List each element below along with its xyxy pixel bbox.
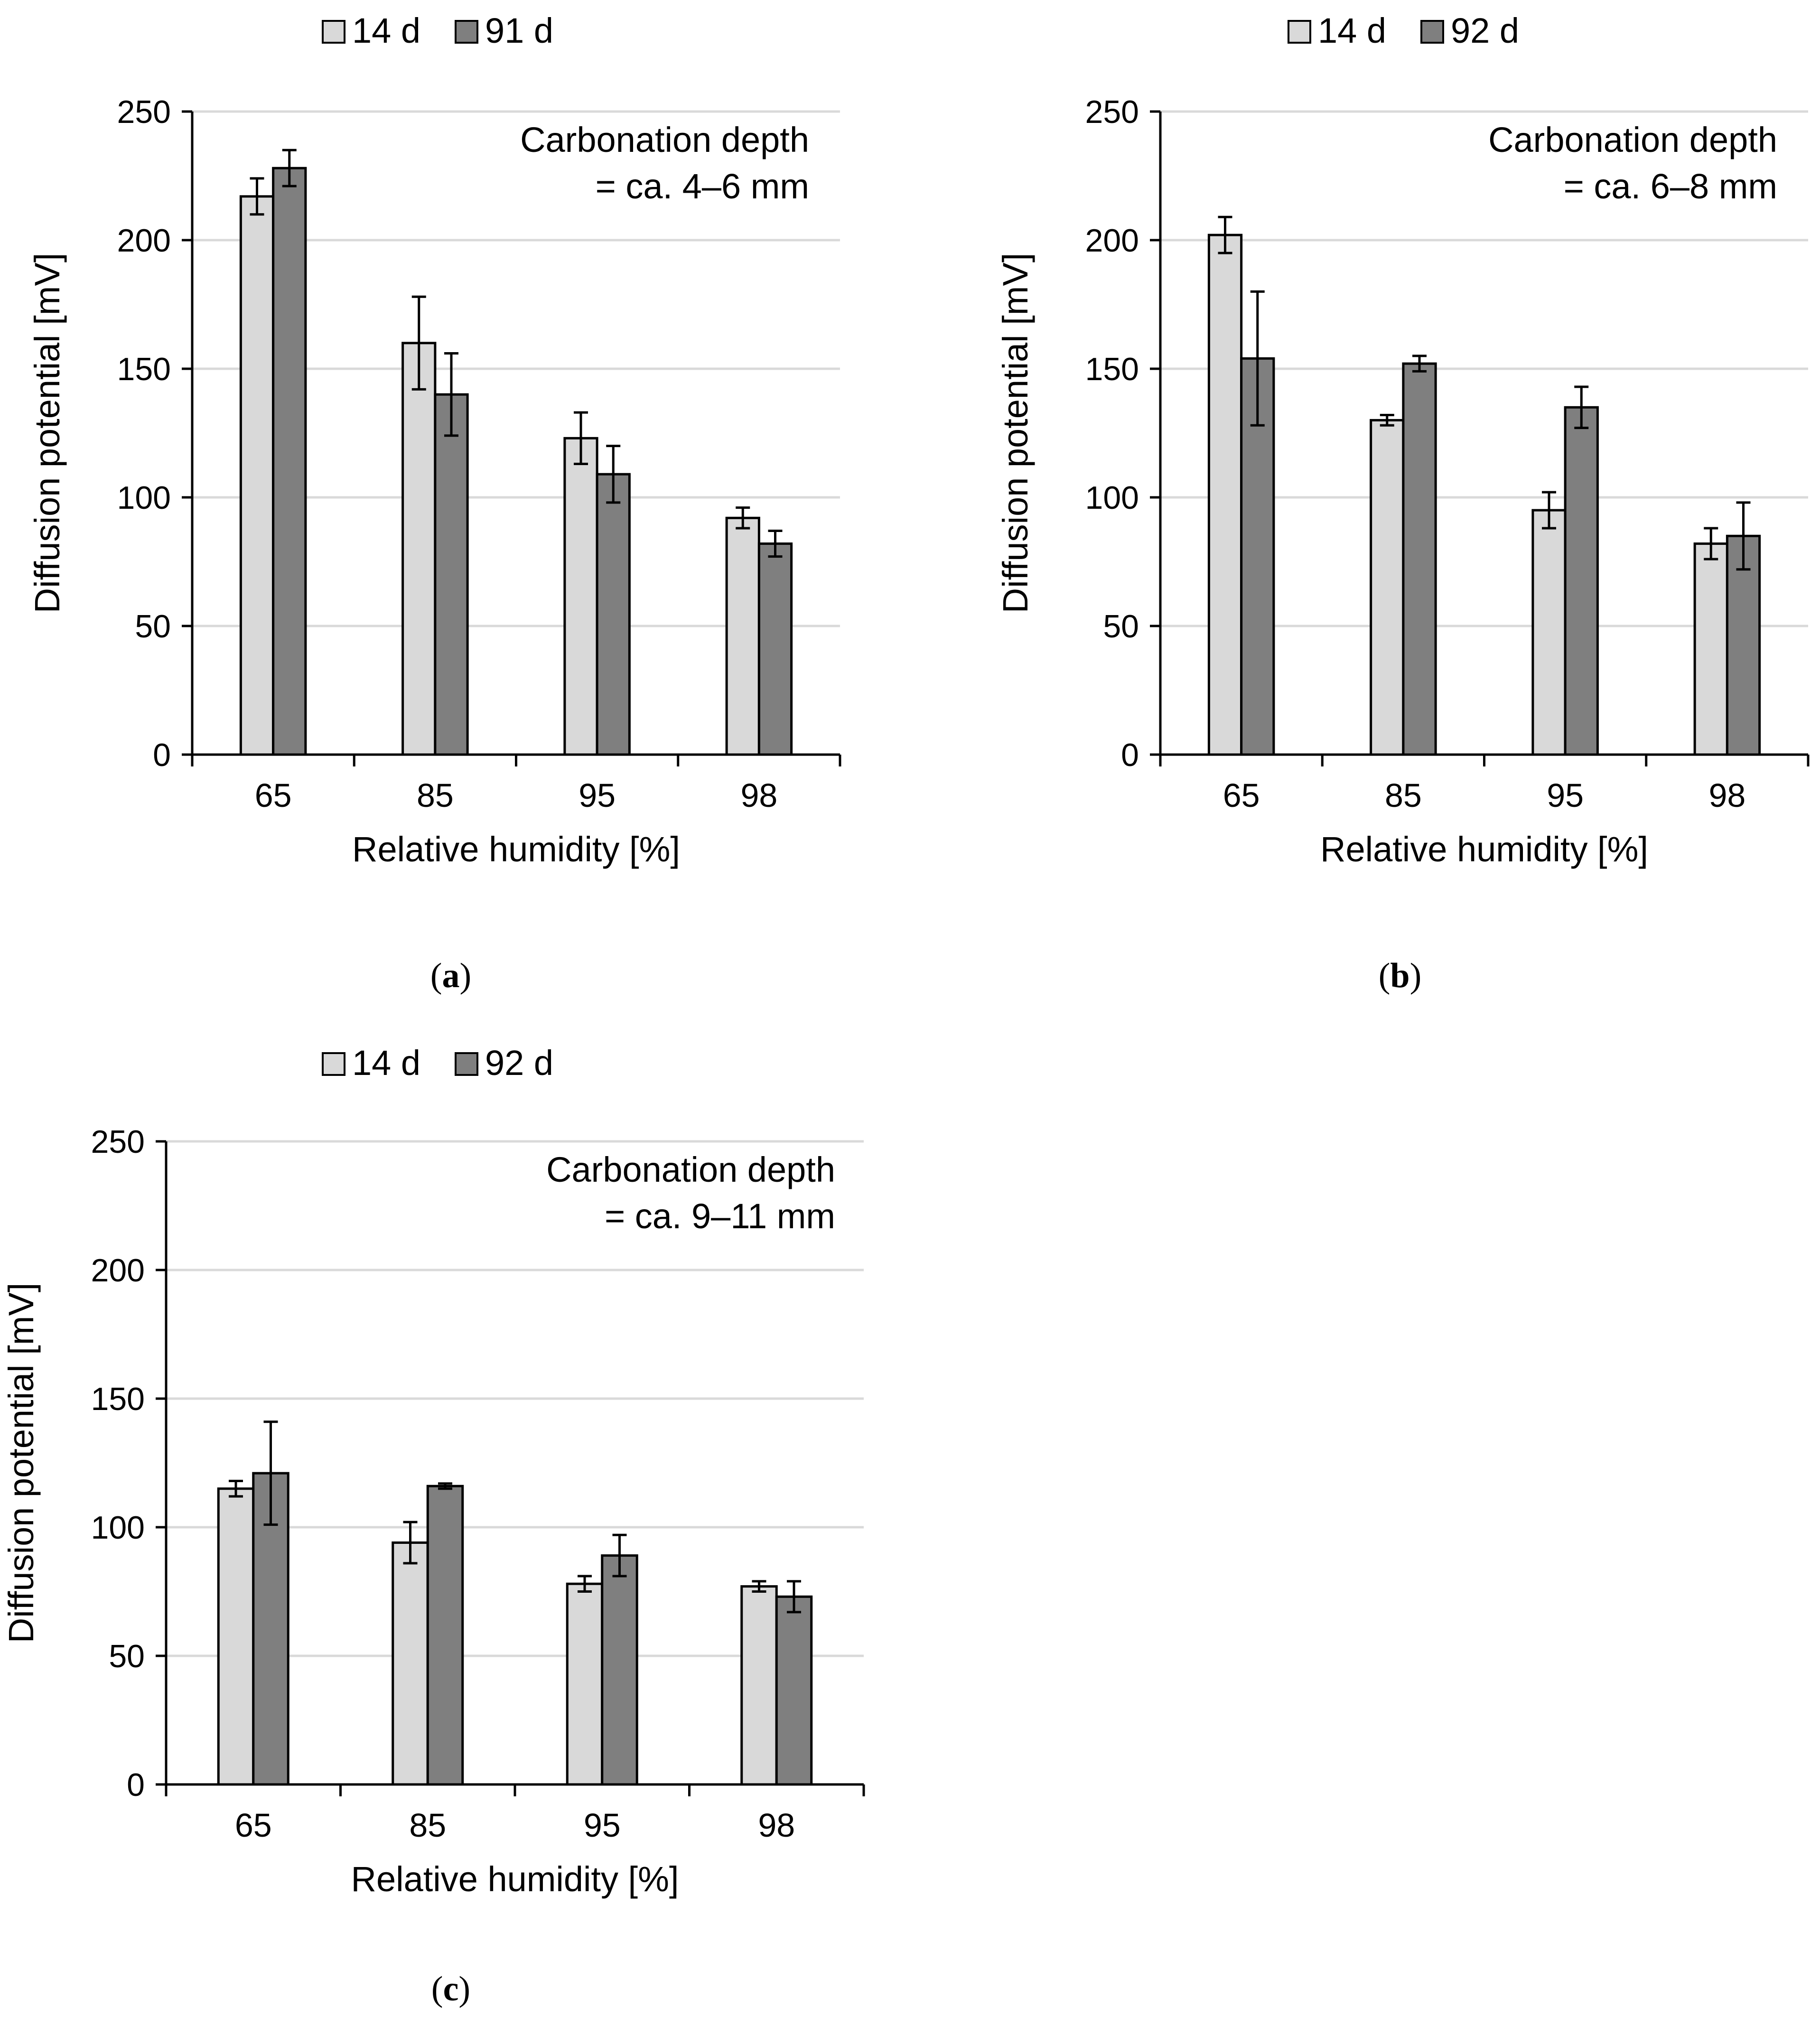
legend-label: 92 d (1451, 11, 1519, 50)
y-tick-label: 150 (91, 1381, 145, 1417)
chart-panel-c: 0 50 100 150 200 250 65 85 95 98 Relative humidity… (1, 1043, 865, 2008)
bar (426, 1485, 464, 1786)
x-axis-title: Relative humidity [%] (352, 830, 680, 869)
bar (1370, 419, 1405, 756)
carbonation-depth-annotation: = ca. 9–11 mm (605, 1196, 835, 1236)
bar (401, 342, 437, 756)
x-tick-label: 98 (758, 1807, 795, 1844)
bar (563, 437, 598, 756)
bar (217, 1487, 255, 1786)
legend-swatch (455, 20, 478, 44)
panel-caption: (b) (1379, 956, 1421, 995)
bar (1207, 233, 1243, 756)
y-tick-label: 0 (1121, 737, 1139, 773)
y-tick-label: 100 (91, 1510, 145, 1546)
x-tick-label: 98 (740, 777, 777, 814)
y-axis-title: Diffusion potential [mV] (28, 253, 67, 614)
x-tick-label: 65 (255, 777, 292, 814)
legend-swatch (455, 1052, 478, 1076)
legend-label: 92 d (485, 1043, 553, 1083)
y-tick-label: 250 (91, 1124, 145, 1160)
y-tick-label: 50 (1103, 608, 1139, 644)
x-tick-label: 95 (579, 777, 616, 814)
y-tick-label: 250 (117, 94, 171, 130)
y-tick-label: 200 (1085, 223, 1139, 259)
legend-swatch (322, 20, 345, 44)
x-tick-label: 85 (1385, 777, 1422, 814)
bar (596, 473, 631, 756)
bar (1726, 534, 1761, 756)
legend-label: 14 d (352, 1043, 420, 1083)
bar (272, 167, 307, 756)
y-tick-label: 50 (135, 608, 171, 644)
x-tick-label: 95 (1547, 777, 1584, 814)
legend-swatch (322, 1052, 345, 1076)
x-tick-label: 98 (1708, 777, 1745, 814)
legend-label: 14 d (1318, 11, 1386, 50)
panel-caption: (a) (430, 956, 471, 995)
y-tick-label: 0 (153, 737, 171, 773)
legend-swatch (1420, 20, 1444, 44)
x-tick-label: 95 (584, 1807, 621, 1844)
carbonation-depth-annotation: Carbonation depth (520, 120, 809, 159)
y-tick-label: 100 (1085, 480, 1139, 516)
y-tick-label: 0 (127, 1767, 145, 1803)
carbonation-depth-annotation: = ca. 4–6 mm (596, 167, 809, 206)
y-tick-label: 50 (109, 1638, 145, 1674)
bar (740, 1585, 778, 1786)
bar (566, 1582, 604, 1786)
bar (725, 516, 760, 756)
carbonation-depth-annotation: Carbonation depth (546, 1150, 835, 1189)
bar (1693, 542, 1728, 756)
bar (775, 1595, 813, 1786)
x-tick-label: 65 (235, 1807, 272, 1844)
bar (1402, 362, 1437, 756)
carbonation-depth-annotation: = ca. 6–8 mm (1564, 167, 1777, 206)
bar (392, 1541, 429, 1786)
y-tick-label: 150 (117, 351, 171, 387)
x-tick-label: 85 (409, 1807, 446, 1844)
chart-panel-b: 0 50 100 150 200 250 65 85 95 98 Relative humidity… (996, 11, 1810, 995)
legend-label: 91 d (485, 11, 553, 50)
carbonation-depth-annotation: Carbonation depth (1488, 120, 1777, 159)
legend-label: 14 d (352, 11, 420, 50)
y-tick-label: 100 (117, 480, 171, 516)
bar (434, 393, 469, 756)
y-tick-label: 200 (117, 223, 171, 259)
x-axis-title: Relative humidity [%] (351, 1859, 679, 1899)
bar (757, 542, 793, 756)
y-tick-label: 200 (91, 1252, 145, 1289)
y-axis-title: Diffusion potential [mV] (1, 1283, 41, 1643)
bar (601, 1554, 638, 1786)
legend-swatch (1288, 20, 1311, 44)
panel-caption: (c) (431, 1970, 470, 2008)
bar (239, 195, 275, 756)
x-tick-label: 65 (1223, 777, 1260, 814)
y-tick-label: 150 (1085, 351, 1139, 387)
bar (1531, 509, 1567, 756)
y-tick-label: 250 (1085, 94, 1139, 130)
y-axis-title: Diffusion potential [mV] (996, 253, 1035, 614)
chart-panel-a: 0 50 100 150 200 250 65 85 95 98 Relative humidity… (28, 11, 841, 995)
bar (1564, 406, 1599, 756)
x-axis-title: Relative humidity [%] (1320, 830, 1648, 869)
x-tick-label: 85 (417, 777, 454, 814)
